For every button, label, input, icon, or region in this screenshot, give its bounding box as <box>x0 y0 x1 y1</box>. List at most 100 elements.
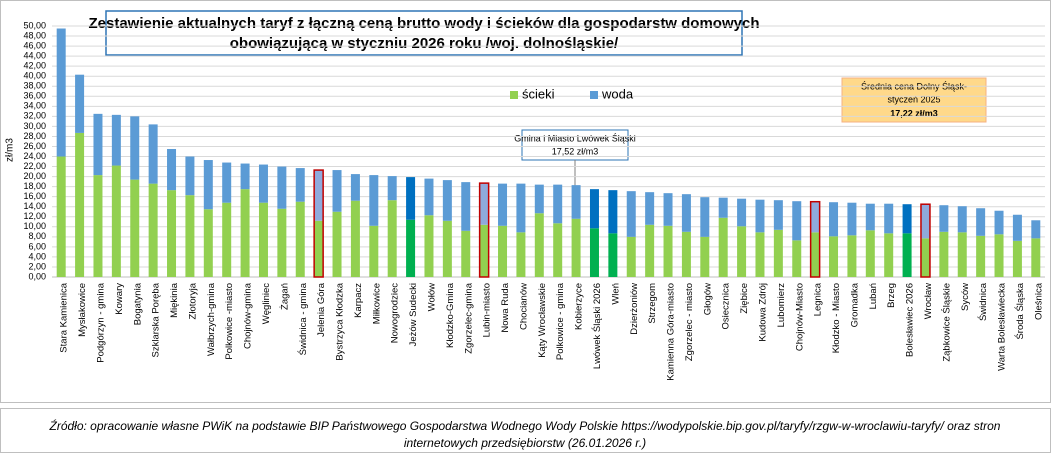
bar-segment <box>369 225 379 277</box>
bar-segment <box>902 233 912 277</box>
bar-segment <box>589 228 599 277</box>
annotation: 17,52 zł/m3 <box>552 146 599 156</box>
bar-segment <box>534 184 544 214</box>
x-tick-label: Podgórzyn - gmina <box>95 282 106 362</box>
x-tick-label: Polkowice - gmina <box>555 282 566 360</box>
bar-segment <box>295 168 305 202</box>
x-tick-label: Złotoryja <box>187 282 198 319</box>
bar-segment <box>976 235 986 277</box>
y-tick-label: 0,00 <box>28 271 46 281</box>
bar-segment <box>829 202 839 237</box>
bar-segment <box>718 217 728 277</box>
bar-segment <box>461 182 471 231</box>
x-tick-label: Lubin-miasto <box>482 283 493 337</box>
bar-segment <box>498 183 508 226</box>
bar-segment <box>626 191 636 237</box>
x-tick-label: Bolesławiec 2026 <box>905 283 916 357</box>
bar-segment <box>1012 214 1022 241</box>
bar-segment <box>902 204 912 234</box>
x-tick-label: Głogów <box>702 283 713 315</box>
y-tick-label: 28,00 <box>23 131 46 141</box>
y-tick-label: 30,00 <box>23 121 46 131</box>
bar-segment <box>498 225 508 277</box>
bar-segment <box>884 203 894 234</box>
bar-segment <box>976 208 986 236</box>
bar-outline <box>920 203 931 278</box>
y-tick-label: 42,00 <box>23 61 46 71</box>
x-tick-label: Jeżów Sudecki <box>408 283 419 346</box>
bar-segment <box>406 177 416 220</box>
bar-segment <box>130 116 140 180</box>
y-tick-label: 22,00 <box>23 161 46 171</box>
x-tick-label: Warta Bolesławiecka <box>997 282 1008 371</box>
bar-segment <box>608 190 618 234</box>
y-tick-label: 12,00 <box>23 211 46 221</box>
y-tick-label: 18,00 <box>23 181 46 191</box>
legend-label: ścieki <box>522 86 555 101</box>
x-tick-label: Brzeg <box>886 283 897 308</box>
bar-segment <box>829 236 839 277</box>
bar-segment <box>93 113 103 176</box>
bar-segment <box>516 183 526 233</box>
source-frame <box>0 408 1051 453</box>
bar-segment <box>479 224 489 277</box>
x-tick-label: Lubomierz <box>776 283 787 328</box>
y-tick-label: 16,00 <box>23 191 46 201</box>
bar-segment <box>332 211 342 277</box>
bar-segment <box>203 209 213 277</box>
bar-outline <box>478 182 490 278</box>
y-tick-label: 50,00 <box>23 20 46 30</box>
y-tick-label: 2,00 <box>28 261 46 271</box>
y-tick-label: 40,00 <box>23 71 46 81</box>
bar-segment <box>847 202 857 236</box>
annotation: Gmina i Miasto Lwówek Śląski <box>514 132 636 143</box>
bar-segment <box>314 220 324 277</box>
x-tick-label: Chojnów-Miasto <box>794 283 805 351</box>
x-tick-label: Bystrzyca Kłodzka <box>335 282 346 360</box>
y-tick-label: 48,00 <box>23 30 46 40</box>
x-tick-label: Dzierżoniów <box>629 283 640 335</box>
bar-segment <box>755 199 765 233</box>
bar-segment <box>56 156 66 277</box>
x-tick-label: Ziębice <box>739 283 750 314</box>
bar-segment <box>663 193 673 226</box>
bar-segment <box>589 189 599 229</box>
bar-segment <box>700 236 710 277</box>
bar-segment <box>865 203 875 231</box>
x-tick-label: Polkowice -miasto <box>224 283 235 360</box>
bar-segment <box>479 183 489 225</box>
bar-segment <box>920 238 930 277</box>
bar-segment <box>56 28 66 157</box>
bar-segment <box>185 156 195 196</box>
bar-segment <box>148 124 158 184</box>
bar-segment <box>553 223 563 277</box>
bar-segment <box>203 160 213 210</box>
bar-segment <box>810 201 820 233</box>
bar-segment <box>645 224 655 277</box>
bar-segment <box>350 174 360 201</box>
bar-segment <box>167 190 177 277</box>
x-tick-label: Gromadka <box>849 282 860 327</box>
legend-swatch <box>510 91 518 99</box>
x-tick-label: Zgorzelec - miasto <box>684 283 695 361</box>
bar-segment <box>461 230 471 277</box>
x-tick-label: Kąty Wrocławskie <box>537 283 548 358</box>
bar-segment <box>534 213 544 277</box>
x-tick-label: Mysłakowice <box>77 283 88 337</box>
x-tick-label: Żagań <box>279 283 290 310</box>
y-tick-label: 20,00 <box>23 171 46 181</box>
y-tick-label: 4,00 <box>28 251 46 261</box>
bar-segment <box>350 200 360 277</box>
bar-segment <box>681 231 691 277</box>
x-tick-label: Jelenia Góra <box>316 282 327 337</box>
bar-segment <box>939 205 949 232</box>
bar-segment <box>773 200 783 230</box>
x-tick-label: Wleń <box>610 283 621 305</box>
y-tick-label: 6,00 <box>28 241 46 251</box>
lwowek-box <box>521 129 629 161</box>
x-tick-label: Legnica <box>813 282 824 316</box>
bar-segment <box>571 185 581 219</box>
y-tick-label: 10,00 <box>23 221 46 231</box>
x-tick-label: Kłodzko - Miasto <box>831 283 842 353</box>
